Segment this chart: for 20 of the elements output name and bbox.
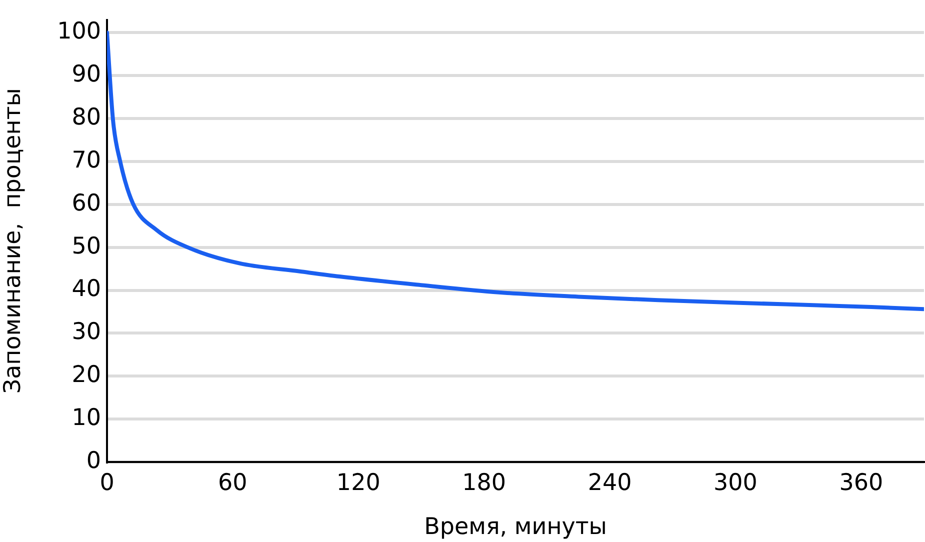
y-tick-label: 70 [72, 147, 101, 174]
y-tick-label: 10 [72, 405, 101, 432]
y-axis-title: Запоминание, проценты [0, 88, 26, 394]
y-tick-label: 30 [72, 319, 101, 346]
y-tick-label: 0 [86, 448, 101, 474]
y-tick-label: 60 [72, 190, 101, 216]
x-tick-label: 300 [714, 470, 758, 496]
line-series [107, 30, 924, 312]
x-axis-title: Время, минуты [424, 514, 607, 540]
y-tick-label: 50 [72, 233, 101, 260]
x-tick-label: 180 [462, 470, 506, 496]
y-tick-label: 20 [72, 362, 101, 388]
x-tick-label: 360 [839, 470, 884, 496]
x-tick-label: 60 [218, 470, 248, 496]
x-tick-label: 240 [588, 470, 632, 496]
y-tick-label: 40 [72, 276, 101, 302]
y-tick-label: 90 [72, 62, 101, 88]
y-tick-label: 80 [72, 104, 101, 131]
y-tick-label: 100 [57, 18, 101, 45]
x-tick-label: 120 [336, 470, 380, 496]
